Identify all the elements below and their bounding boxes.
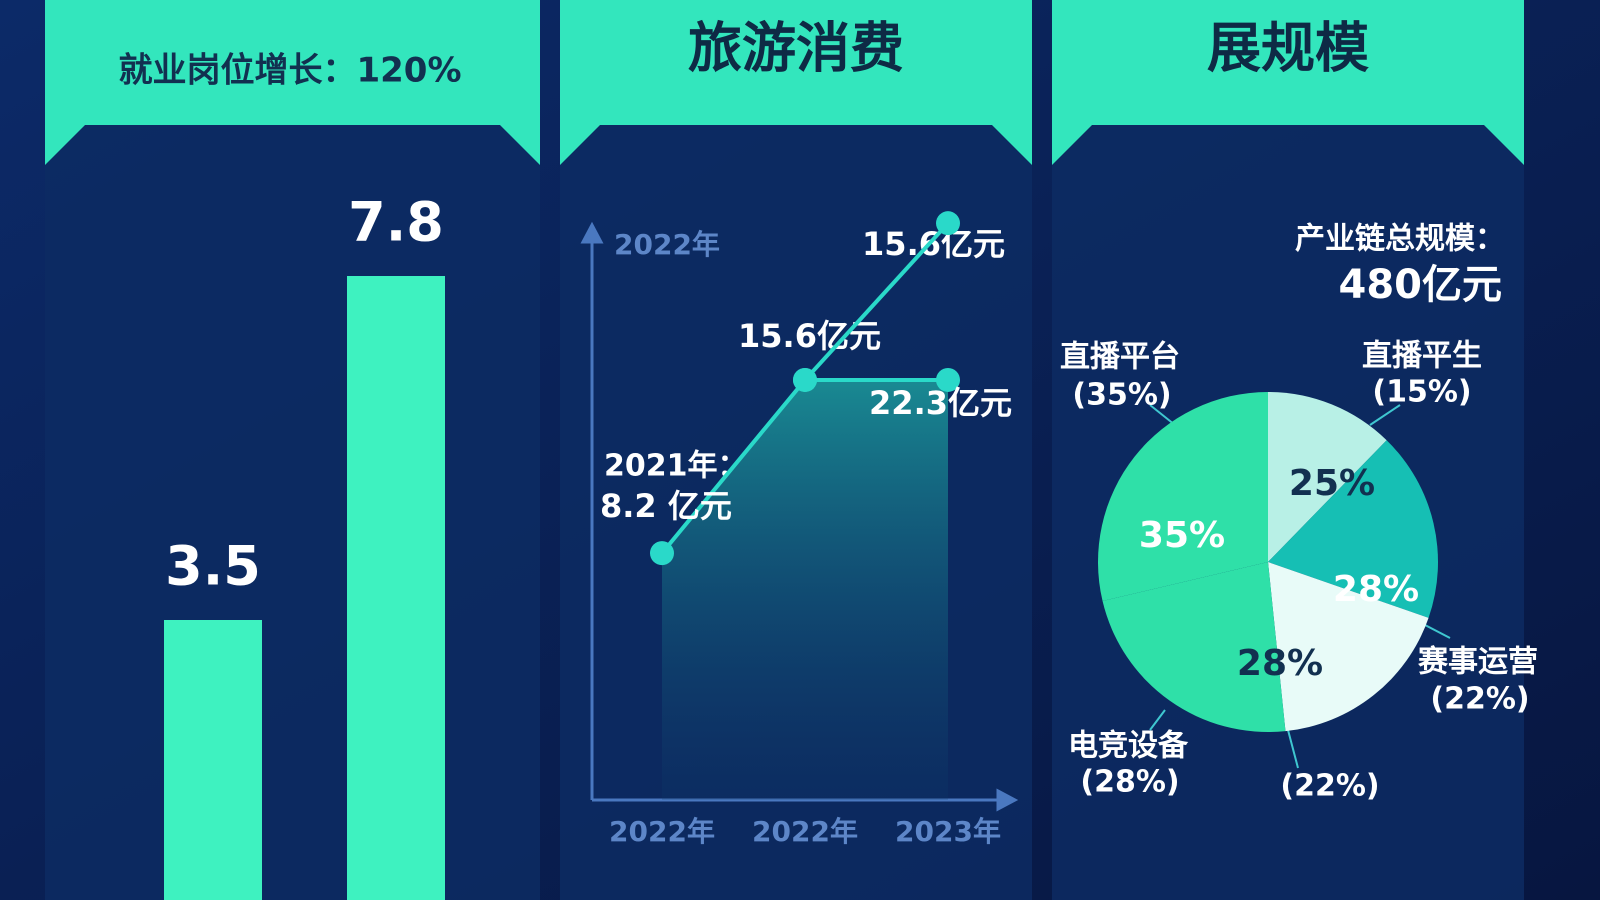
- slice-inner-label: 28%: [1333, 569, 1419, 610]
- bar-value-label: 3.5: [165, 535, 261, 598]
- pie-slice: [1268, 440, 1439, 618]
- slice-value-label: (35%): [1072, 378, 1171, 413]
- line-title: 旅游消费: [688, 17, 904, 80]
- slice-value-label: (15%): [1372, 375, 1471, 410]
- slice-value-label: (22%): [1430, 682, 1529, 717]
- line: [803, 221, 950, 382]
- leader-lines: [1149, 404, 1451, 769]
- slice-name: 赛事运营: [1418, 645, 1538, 680]
- bar: [347, 276, 445, 900]
- bar-value-label: 7.8: [348, 191, 444, 254]
- slice-inner-label: 25%: [1289, 463, 1375, 504]
- point: [650, 541, 674, 566]
- pie-title: 展规模: [1207, 17, 1369, 80]
- x-tick-label: 2022年: [609, 815, 715, 848]
- value-label: 15.6亿元: [862, 225, 1005, 263]
- panels: [45, 0, 1524, 900]
- point: [936, 367, 960, 392]
- bar-subtitle: 就业岗位增长：120%: [118, 51, 461, 91]
- slice-value-label: (28%): [1080, 765, 1179, 800]
- point: [793, 367, 817, 392]
- annotation: 480亿元: [1339, 262, 1503, 308]
- x-tick-label: 2023年: [895, 815, 1001, 848]
- bar: [164, 620, 262, 900]
- value-label: 8.2 亿元: [600, 487, 732, 525]
- slice-name: 直播平台: [1060, 340, 1180, 375]
- area: [662, 379, 948, 800]
- pie-slice: [1268, 562, 1429, 732]
- x-tick-label: 2022年: [752, 815, 858, 848]
- slice-value-label: (22%): [1280, 769, 1379, 804]
- pie-slice: [1102, 562, 1286, 733]
- pie-slice: [1097, 392, 1268, 602]
- slice-name: 直播平生: [1362, 339, 1482, 374]
- y-axis-label: 2022年: [614, 228, 720, 261]
- slice-inner-label: 35%: [1139, 515, 1225, 556]
- slice-name: 电竞设备: [1068, 729, 1189, 764]
- annotation: 产业链总规模：: [1295, 222, 1505, 257]
- pie-slice: [1268, 392, 1387, 562]
- point: [936, 211, 960, 236]
- slice-inner-label: 28%: [1237, 643, 1323, 684]
- value-label: 22.3亿元: [869, 384, 1012, 422]
